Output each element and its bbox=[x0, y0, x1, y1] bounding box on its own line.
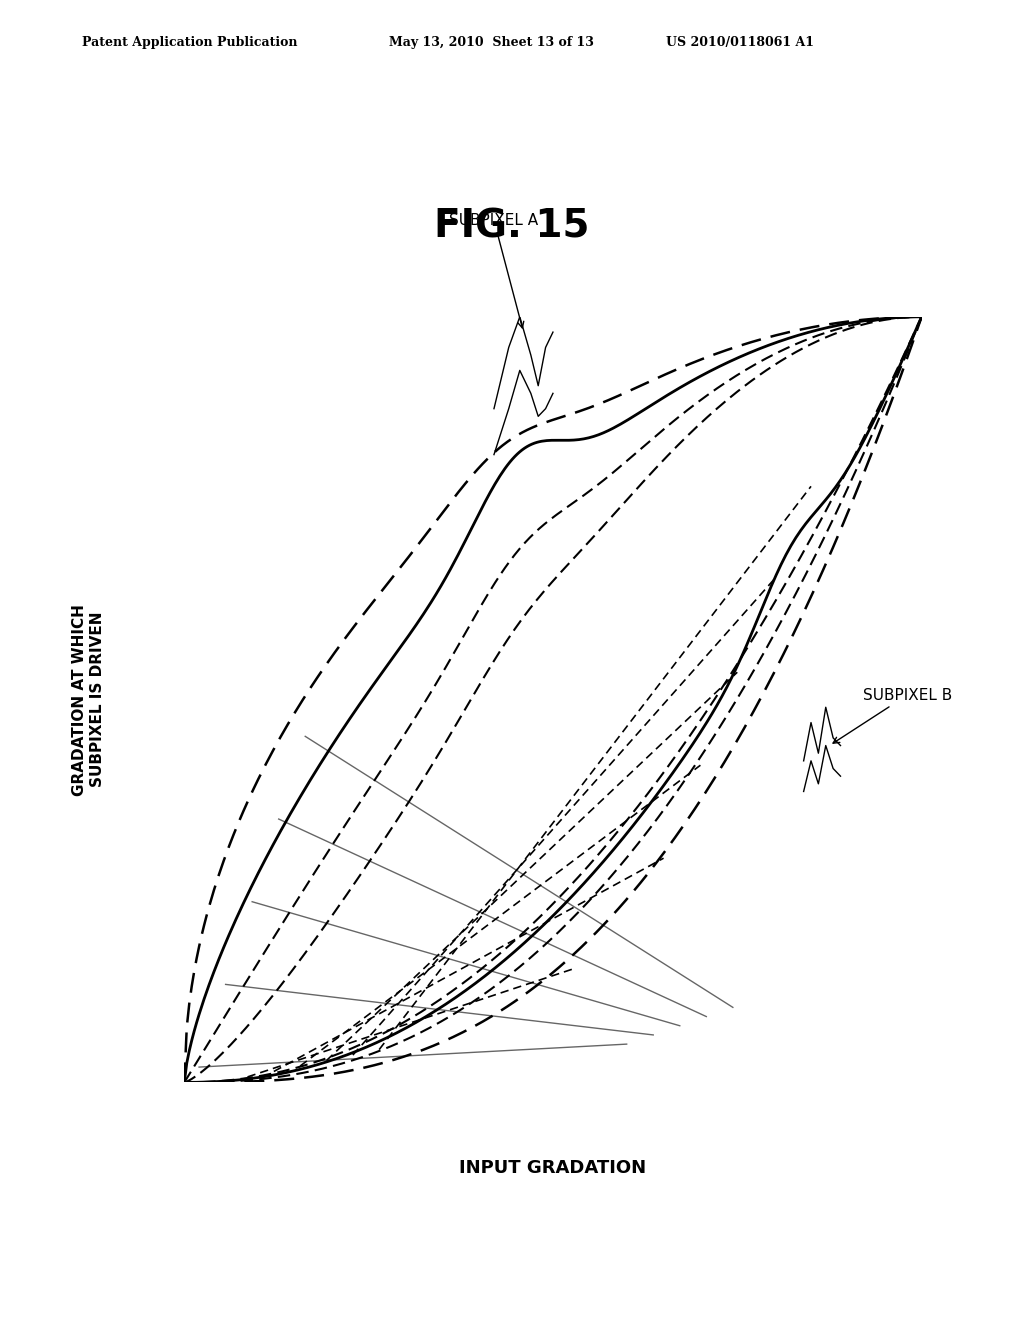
Text: GRADATION AT WHICH
SUBPIXEL IS DRIVEN: GRADATION AT WHICH SUBPIXEL IS DRIVEN bbox=[73, 603, 104, 796]
Text: INPUT GRADATION: INPUT GRADATION bbox=[460, 1159, 646, 1177]
Text: FIG. 15: FIG. 15 bbox=[434, 207, 590, 246]
Text: May 13, 2010  Sheet 13 of 13: May 13, 2010 Sheet 13 of 13 bbox=[389, 36, 594, 49]
Text: US 2010/0118061 A1: US 2010/0118061 A1 bbox=[666, 36, 814, 49]
Text: Patent Application Publication: Patent Application Publication bbox=[82, 36, 297, 49]
Text: SUBPIXEL A: SUBPIXEL A bbox=[450, 213, 539, 327]
Text: SUBPIXEL B: SUBPIXEL B bbox=[834, 688, 952, 743]
